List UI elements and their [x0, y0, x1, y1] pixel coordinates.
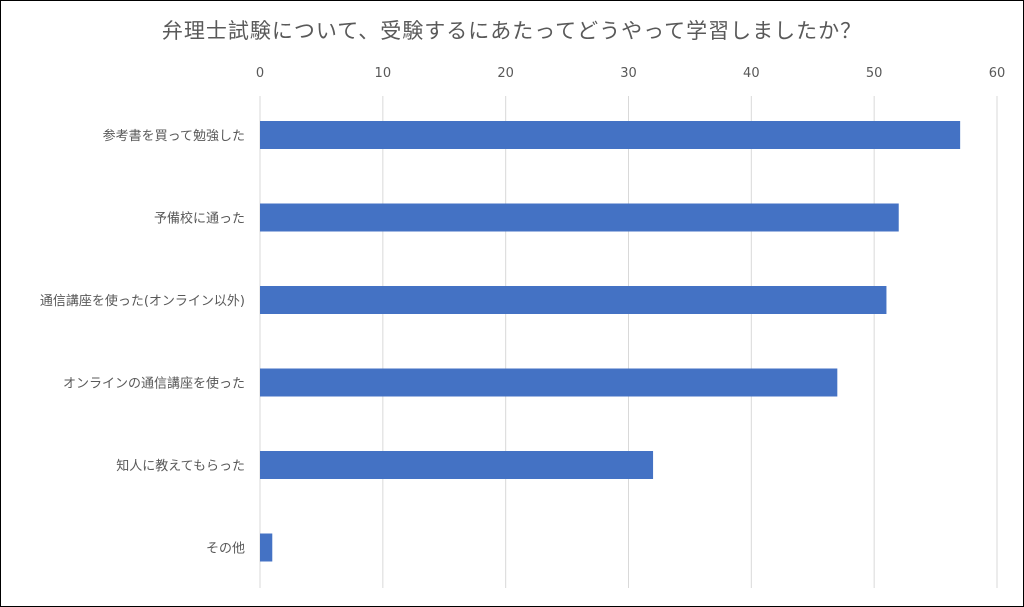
- x-tick-label: 40: [743, 66, 760, 81]
- category-label: 通信講座を使った(オンライン以外): [40, 293, 245, 309]
- x-tick-label: 20: [497, 66, 514, 81]
- bar: [260, 451, 654, 479]
- category-label: 知人に教えてもらった: [116, 458, 245, 474]
- x-tick-label: 50: [866, 66, 883, 81]
- chart-title: 弁理士試験について、受験するにあたってどうやって学習しましたか？: [161, 19, 863, 43]
- x-tick-label: 0: [256, 66, 264, 81]
- bar: [260, 121, 961, 149]
- bar: [260, 203, 899, 232]
- x-tick-label: 10: [375, 66, 392, 81]
- category-label: 予備校に通った: [154, 211, 245, 227]
- category-label: オンラインの通信講座を使った: [63, 376, 245, 392]
- bar: [260, 368, 838, 397]
- bar: [260, 286, 887, 314]
- x-tick-label: 30: [620, 66, 637, 81]
- category-label: その他: [206, 542, 245, 557]
- x-tick-label: 60: [989, 66, 1006, 81]
- bar: [260, 533, 273, 562]
- category-label: 参考書を買って勉強した: [103, 128, 245, 144]
